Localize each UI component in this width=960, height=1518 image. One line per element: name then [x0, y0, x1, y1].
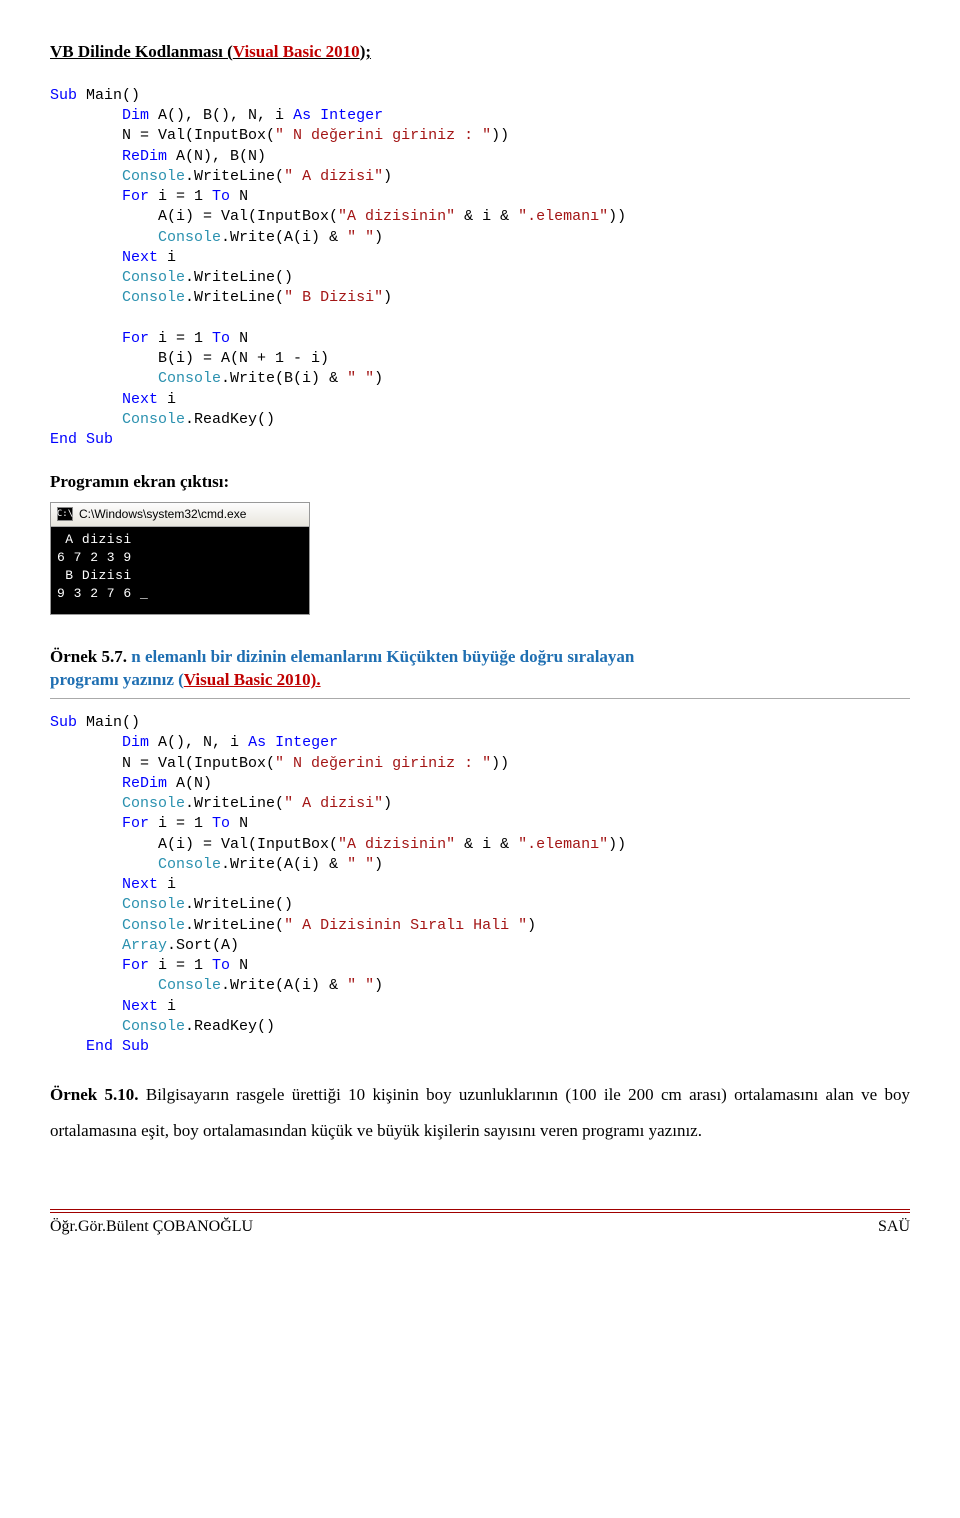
ex57-link: Visual Basic 2010).	[184, 670, 321, 689]
ex510-body: Bilgisayarın rasgele ürettiği 10 kişinin…	[50, 1085, 910, 1140]
console-title: C:\Windows\system32\cmd.exe	[79, 506, 246, 523]
console-body: A dizisi 6 7 2 3 9 B Dizisi 9 3 2 7 6 _	[51, 527, 309, 614]
output-heading: Programın ekran çıktısı:	[50, 470, 910, 494]
title-vb: Visual Basic 2010	[233, 42, 360, 61]
footer-divider	[50, 1209, 910, 1213]
footer-left: Öğr.Gör.Bülent ÇOBANOĞLU	[50, 1216, 253, 1238]
ex510-label: Örnek 5.10.	[50, 1085, 139, 1104]
footer-right: SAÜ	[878, 1216, 910, 1238]
ex57-label: Örnek 5.7.	[50, 647, 131, 666]
example-57-heading: Örnek 5.7. n elemanlı bir dizinin eleman…	[50, 645, 910, 693]
divider	[50, 698, 910, 699]
console-screenshot: C:\ C:\Windows\system32\cmd.exe A dizisi…	[50, 502, 310, 615]
title-prefix: VB Dilinde Kodlanması (	[50, 42, 233, 61]
page-title: VB Dilinde Kodlanması (Visual Basic 2010…	[50, 40, 910, 64]
example-510-paragraph: Örnek 5.10. Bilgisayarın rasgele ürettiğ…	[50, 1077, 910, 1148]
kw: Sub	[50, 87, 77, 104]
code-block-1: Sub Main() Dim A(), B(), N, i As Integer…	[50, 86, 910, 451]
ex57-desc-b: programı yazınız (	[50, 670, 184, 689]
title-suffix: );	[360, 42, 371, 61]
code-block-2: Sub Main() Dim A(), N, i As Integer N = …	[50, 713, 910, 1057]
console-titlebar: C:\ C:\Windows\system32\cmd.exe	[51, 503, 309, 527]
page-footer: Öğr.Gör.Bülent ÇOBANOĞLU SAÜ	[50, 1209, 910, 1238]
cmd-icon: C:\	[57, 507, 73, 521]
ex57-desc-a: n elemanlı bir dizinin elemanlarını Küçü…	[131, 647, 634, 666]
